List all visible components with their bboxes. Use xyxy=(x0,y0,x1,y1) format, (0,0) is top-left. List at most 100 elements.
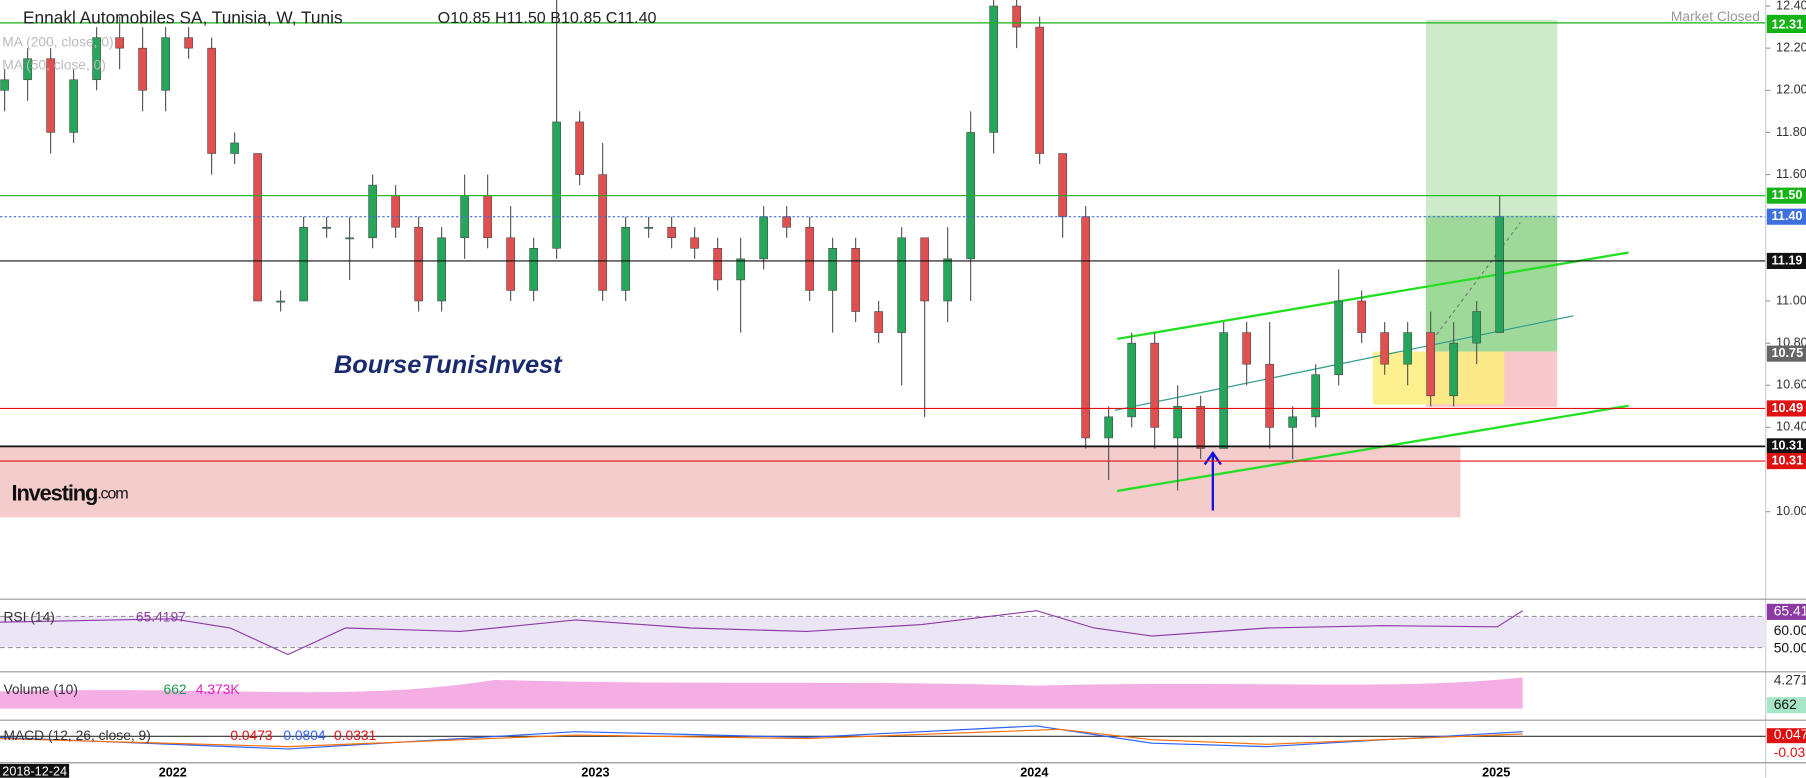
watermark: BourseTunisInvest xyxy=(334,351,563,379)
candle-body xyxy=(851,248,860,312)
candle-body xyxy=(1104,416,1113,439)
candle-body xyxy=(230,142,239,154)
candle-body xyxy=(1288,416,1297,428)
price-label: 11.50 xyxy=(1771,188,1802,202)
price-label: 10.31 xyxy=(1771,439,1803,453)
candle-body xyxy=(414,226,423,302)
signal-line xyxy=(0,728,1523,748)
macd-value: 0.0804 xyxy=(283,727,326,743)
candle-body xyxy=(805,226,814,291)
candle-body xyxy=(253,153,262,302)
macd-value: 0.0331 xyxy=(334,727,376,743)
rsi-value: 65.4197 xyxy=(136,608,186,624)
volume-value: 662 xyxy=(164,681,187,697)
rsi-line xyxy=(0,610,1523,656)
price-label: 11.40 xyxy=(1771,209,1802,223)
volume-value: 4.373K xyxy=(196,681,241,697)
candle-body xyxy=(345,237,354,240)
candle-body xyxy=(207,47,216,154)
trend-dashed xyxy=(1427,222,1521,347)
y-tick-label: 12.00 xyxy=(1776,83,1806,97)
indicator-ma50[interactable]: MA (50, close, 0) xyxy=(2,57,106,73)
y-tick-label: 10.00 xyxy=(1776,504,1806,518)
market-status: Market Closed xyxy=(1671,8,1760,24)
candle-body xyxy=(299,226,308,302)
axis-badge xyxy=(1766,603,1806,620)
volume-axis-label: 4.271 xyxy=(1774,672,1806,688)
price-label: 10.31 xyxy=(1771,453,1803,467)
x-tick-label: 2022 xyxy=(159,765,187,778)
candle-body xyxy=(46,58,55,133)
chart-title[interactable]: Ennakl Automobiles SA, Tunisia, W, Tunis xyxy=(23,7,343,27)
candle-body xyxy=(1472,311,1481,344)
x-tick-label: 2024 xyxy=(1020,765,1048,778)
volume-area xyxy=(0,677,1523,709)
candle-body xyxy=(1058,153,1067,218)
rsi-axis-label: 60.00 xyxy=(1774,622,1806,638)
x-tick-label: 2025 xyxy=(1482,765,1510,778)
channel-top xyxy=(1117,251,1629,341)
candle-body xyxy=(1196,406,1205,449)
price-label: 10.75 xyxy=(1771,346,1803,360)
candle-body xyxy=(529,248,538,291)
candle-body xyxy=(759,216,768,260)
rsi-axis-label: 65.41 xyxy=(1774,603,1806,619)
indicator-ma200[interactable]: MA (200, close, 0) xyxy=(2,34,113,50)
candle-body xyxy=(322,226,331,229)
price-label: 10.49 xyxy=(1771,401,1803,415)
y-tick-label: 10.40 xyxy=(1776,420,1806,434)
macd-axis-label: 0.047 xyxy=(1774,726,1806,742)
candle-body xyxy=(23,58,32,81)
candle-body xyxy=(1242,332,1251,365)
y-tick-label: 11.60 xyxy=(1776,167,1806,181)
axis-badge xyxy=(1766,697,1806,714)
candle-body xyxy=(828,248,837,291)
price-label: 12.31 xyxy=(1771,17,1803,31)
candle-body xyxy=(667,226,676,239)
price-badge xyxy=(1766,252,1806,270)
candle-body xyxy=(874,311,883,333)
y-tick-label: 11.00 xyxy=(1776,293,1806,307)
candle-body xyxy=(1426,332,1435,397)
x-tick-label: 2023 xyxy=(581,765,609,778)
rsi-band xyxy=(0,616,1766,648)
candle-body xyxy=(1035,26,1044,154)
candle-body xyxy=(1150,342,1159,428)
price-label: 11.19 xyxy=(1771,253,1802,267)
candle-body xyxy=(1265,363,1274,428)
candle-body xyxy=(782,216,791,228)
candle-body xyxy=(368,184,377,239)
candle-body xyxy=(598,174,607,291)
candle-body xyxy=(897,237,906,333)
y-tick-label: 10.60 xyxy=(1776,378,1806,392)
candle-body xyxy=(621,226,630,291)
range-box xyxy=(1372,351,1505,405)
macd-label[interactable]: MACD (12, 26, close, 9) xyxy=(3,727,150,743)
ohlc: O10.85 H11.50 B10.85 C11.40 xyxy=(438,9,657,27)
volume-label[interactable]: Volume (10) xyxy=(3,681,77,697)
candle-body xyxy=(391,195,400,228)
date-badge xyxy=(0,763,70,778)
candle-body xyxy=(69,79,78,133)
candle-body xyxy=(115,37,124,49)
rsi-label[interactable]: RSI (14) xyxy=(3,608,54,624)
y-tick-label: 11.80 xyxy=(1776,125,1806,139)
macd-value: 0.0473 xyxy=(230,727,273,743)
candle-body xyxy=(0,79,9,91)
y-tick-label: 12.40 xyxy=(1776,0,1806,12)
candle-body xyxy=(575,121,584,175)
candle-body xyxy=(1219,332,1228,449)
price-badge xyxy=(1766,345,1806,362)
macd-axis-label: -0.033 xyxy=(1774,744,1806,760)
candle-body xyxy=(713,248,722,281)
axis-badge xyxy=(1766,728,1806,744)
candle-body xyxy=(552,121,561,249)
candle-body xyxy=(92,37,101,81)
candle-body xyxy=(989,5,998,133)
candle-body xyxy=(690,237,699,249)
candle-body xyxy=(1380,332,1389,365)
logo-suffix: .com xyxy=(97,485,128,503)
candle-body xyxy=(1449,342,1458,397)
logo: Investing.com xyxy=(12,480,129,505)
